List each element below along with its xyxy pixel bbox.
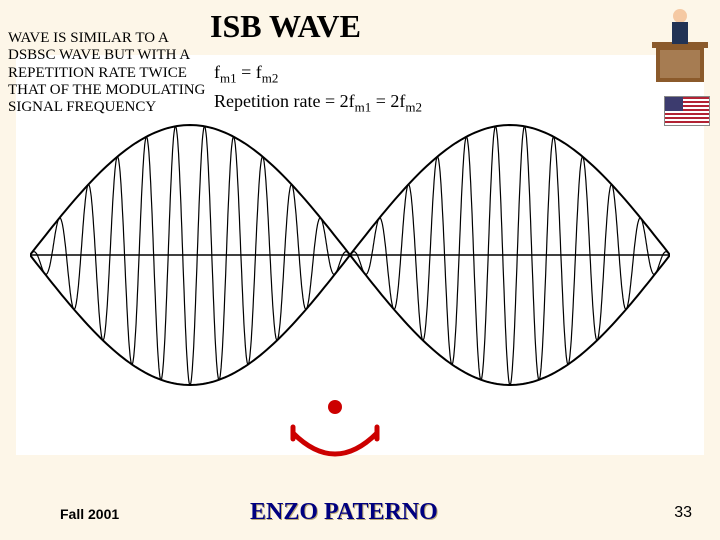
equation-1: fm1 = fm2	[214, 62, 422, 87]
page-number: 33	[674, 504, 692, 522]
eq1-sub1: m1	[220, 71, 237, 86]
presenter-podium-icon	[650, 6, 710, 86]
footer-author: ENZO PATERNO	[250, 499, 438, 526]
eq2-text: Repetition rate = 2f	[214, 91, 355, 111]
footer-term: Fall 2001	[60, 506, 119, 522]
smiley-icon	[275, 395, 395, 475]
eq1-eq: = f	[237, 62, 262, 82]
slide-title: ISB WAVE	[210, 8, 361, 45]
eq2-eq: = 2f	[371, 91, 405, 111]
isb-wave-diagram	[30, 110, 670, 400]
wave-description: WAVE IS SIMILAR TO A DSBSC WAVE BUT WITH…	[8, 30, 208, 116]
us-flag-icon	[664, 96, 710, 126]
eq1-sub2: m2	[262, 71, 279, 86]
equations-block: fm1 = fm2 Repetition rate = 2f m1 = 2f m2	[214, 62, 422, 115]
